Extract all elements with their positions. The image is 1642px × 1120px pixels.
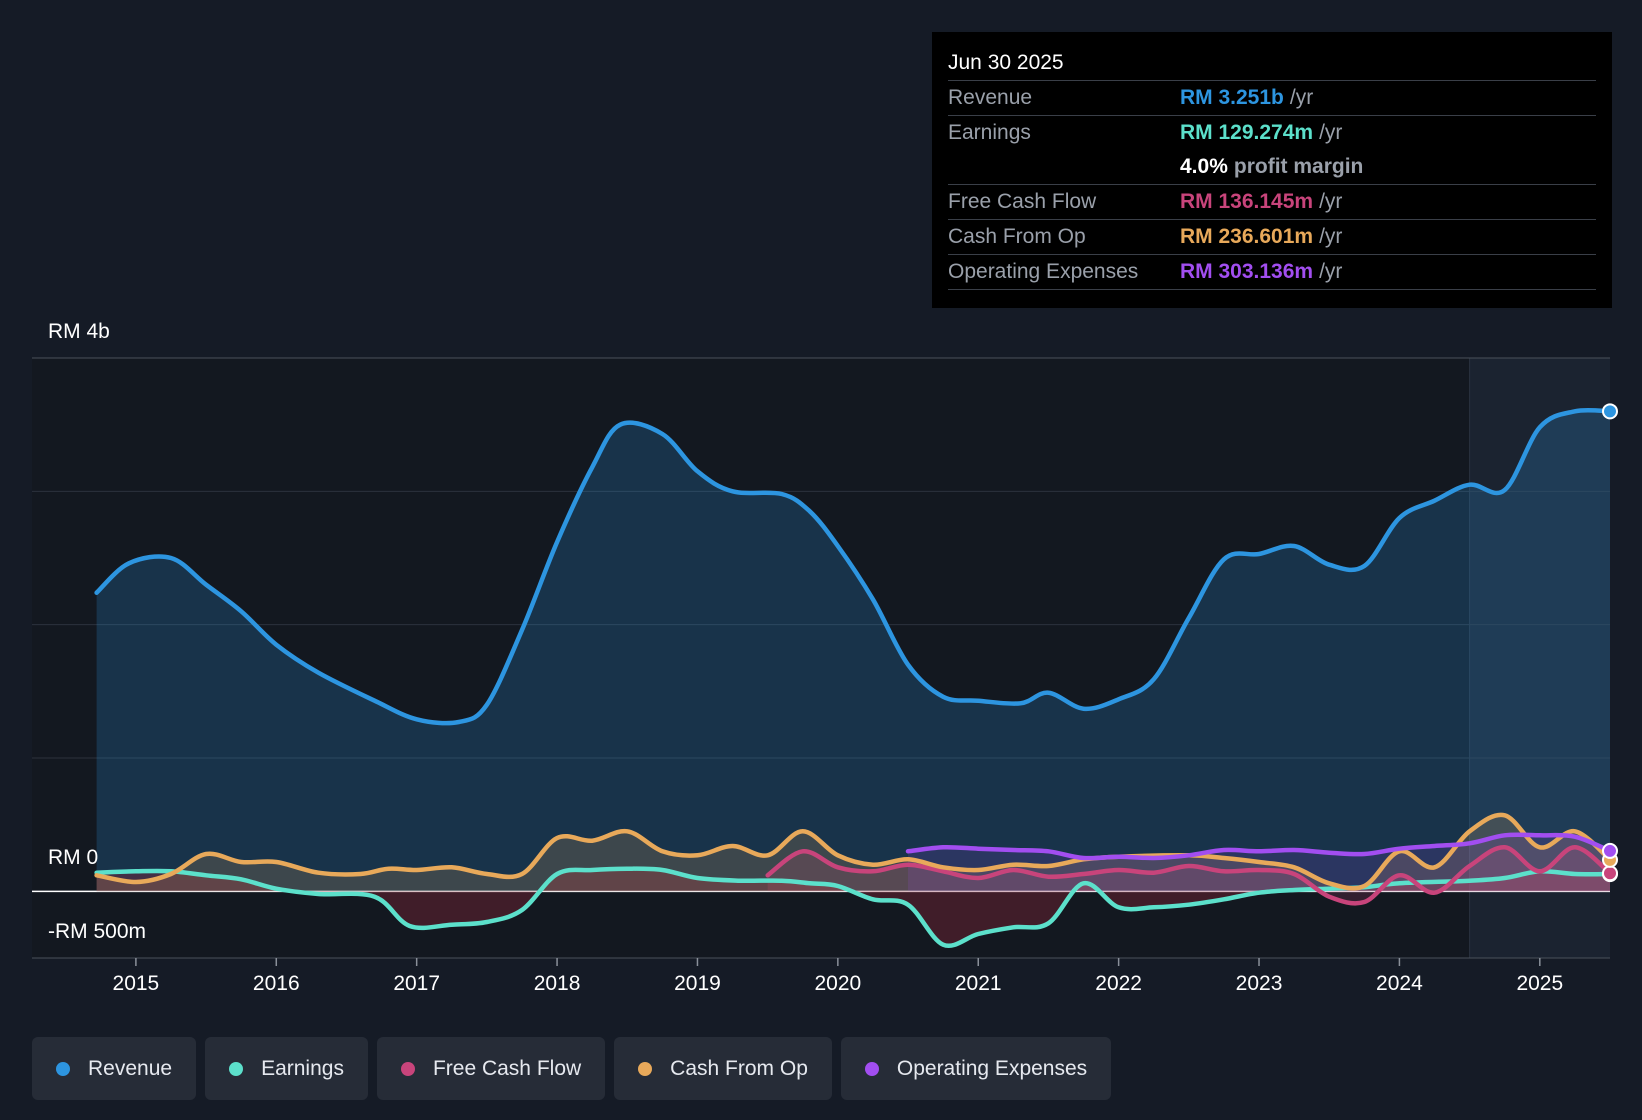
tooltip-row-revenue: Revenue RM 3.251b /yr bbox=[948, 81, 1596, 116]
legend-item-revenue[interactable]: Revenue bbox=[32, 1037, 197, 1100]
x-tick-label: 2024 bbox=[1376, 972, 1423, 995]
legend-dot-icon bbox=[400, 1061, 415, 1076]
area-free-cash-flow bbox=[767, 847, 1610, 904]
x-tick-label: 2023 bbox=[1236, 972, 1283, 995]
tooltip-unit: profit margin bbox=[1233, 155, 1364, 178]
x-tick-label: 2022 bbox=[1095, 972, 1142, 995]
legend-dot-icon bbox=[864, 1061, 879, 1076]
tooltip-row-earnings: Earnings RM 129.274m /yr bbox=[948, 116, 1596, 150]
tooltip-label: Revenue bbox=[948, 86, 1033, 109]
series-lines bbox=[94, 407, 1613, 949]
legend-item-earnings[interactable]: Earnings bbox=[205, 1037, 368, 1100]
line-free-cash-flow bbox=[765, 845, 1613, 906]
tooltip-row-margin: 4.0% profit margin bbox=[948, 150, 1596, 185]
line-cash-from-op bbox=[94, 812, 1613, 891]
y-label-bottom: -RM 500m bbox=[48, 920, 147, 943]
y-label-zero: RM 0 bbox=[48, 846, 99, 869]
legend-item-operating-expenses[interactable]: Operating Expenses bbox=[840, 1037, 1112, 1100]
tooltip-value: RM 303.136m bbox=[1180, 260, 1314, 283]
end-marker-free-cash-flow bbox=[1602, 865, 1618, 882]
tooltip-date: Jun 30 2025 bbox=[948, 46, 1596, 81]
tooltip-row-opex: Operating Expenses RM 303.136m /yr bbox=[948, 255, 1596, 290]
tooltip-panel: Jun 30 2025 Revenue RM 3.251b /yr Earnin… bbox=[932, 32, 1612, 308]
legend-dot-icon bbox=[638, 1061, 653, 1076]
end-markers bbox=[1602, 403, 1618, 883]
tooltip-label bbox=[948, 150, 1180, 184]
legend-dot-icon bbox=[56, 1061, 70, 1076]
tooltip-label: Cash From Op bbox=[948, 225, 1086, 248]
end-marker-operating-expenses bbox=[1602, 842, 1618, 859]
x-tick-label: 2019 bbox=[674, 972, 721, 995]
forecast-region bbox=[1469, 358, 1610, 958]
tooltip-value: RM 136.145m bbox=[1180, 190, 1314, 213]
x-tick-label: 2025 bbox=[1516, 972, 1563, 995]
tooltip-label: Operating Expenses bbox=[948, 260, 1139, 283]
legend-item-free-cash-flow[interactable]: Free Cash Flow bbox=[376, 1037, 606, 1100]
legend-dot-icon bbox=[229, 1061, 244, 1076]
tooltip-unit: /yr bbox=[1319, 260, 1343, 283]
x-tick-label: 2018 bbox=[534, 972, 581, 995]
x-tick-label: 2017 bbox=[393, 972, 440, 995]
line-operating-expenses bbox=[905, 832, 1613, 861]
x-tick-label: 2016 bbox=[253, 972, 300, 995]
tooltip-unit: /yr bbox=[1319, 225, 1343, 248]
area-earnings bbox=[96, 868, 1611, 946]
tooltip-value: RM 129.274m bbox=[1180, 121, 1314, 144]
x-tick-label: 2021 bbox=[955, 972, 1002, 995]
legend-label: Cash From Op bbox=[670, 1056, 808, 1080]
tooltip-row-cfo: Cash From Op RM 236.601m /yr bbox=[948, 220, 1596, 255]
x-tick-label: 2020 bbox=[814, 972, 861, 995]
line-revenue bbox=[94, 407, 1613, 726]
tooltip-value: RM 3.251b bbox=[1180, 86, 1284, 109]
tooltip-unit: /yr bbox=[1319, 121, 1343, 144]
tooltip-label: Earnings bbox=[948, 121, 1031, 144]
legend: Revenue Earnings Free Cash Flow Cash Fro… bbox=[32, 1037, 1120, 1100]
tooltip-unit: /yr bbox=[1319, 190, 1343, 213]
legend-item-cash-from-op[interactable]: Cash From Op bbox=[614, 1037, 832, 1100]
legend-label: Earnings bbox=[261, 1056, 344, 1080]
tooltip-unit: /yr bbox=[1289, 86, 1314, 109]
tooltip-row-fcf: Free Cash Flow RM 136.145m /yr bbox=[948, 185, 1596, 220]
line-earnings bbox=[94, 866, 1613, 949]
legend-label: Free Cash Flow bbox=[432, 1056, 582, 1080]
tooltip-value: RM 236.601m bbox=[1180, 225, 1314, 248]
x-axis-ticks: 2015 2016 2017 2018 2019 2020 2021 2022 2023 2024… bbox=[113, 958, 1563, 995]
tooltip-label: Free Cash Flow bbox=[948, 190, 1097, 213]
end-marker-revenue bbox=[1602, 403, 1618, 420]
tooltip-value: 4.0% bbox=[1180, 155, 1228, 178]
x-tick-label: 2015 bbox=[113, 972, 160, 995]
legend-label: Operating Expenses bbox=[896, 1056, 1088, 1080]
area-revenue bbox=[96, 410, 1611, 892]
y-label-top: RM 4b bbox=[48, 320, 110, 343]
legend-label: Revenue bbox=[88, 1056, 173, 1080]
